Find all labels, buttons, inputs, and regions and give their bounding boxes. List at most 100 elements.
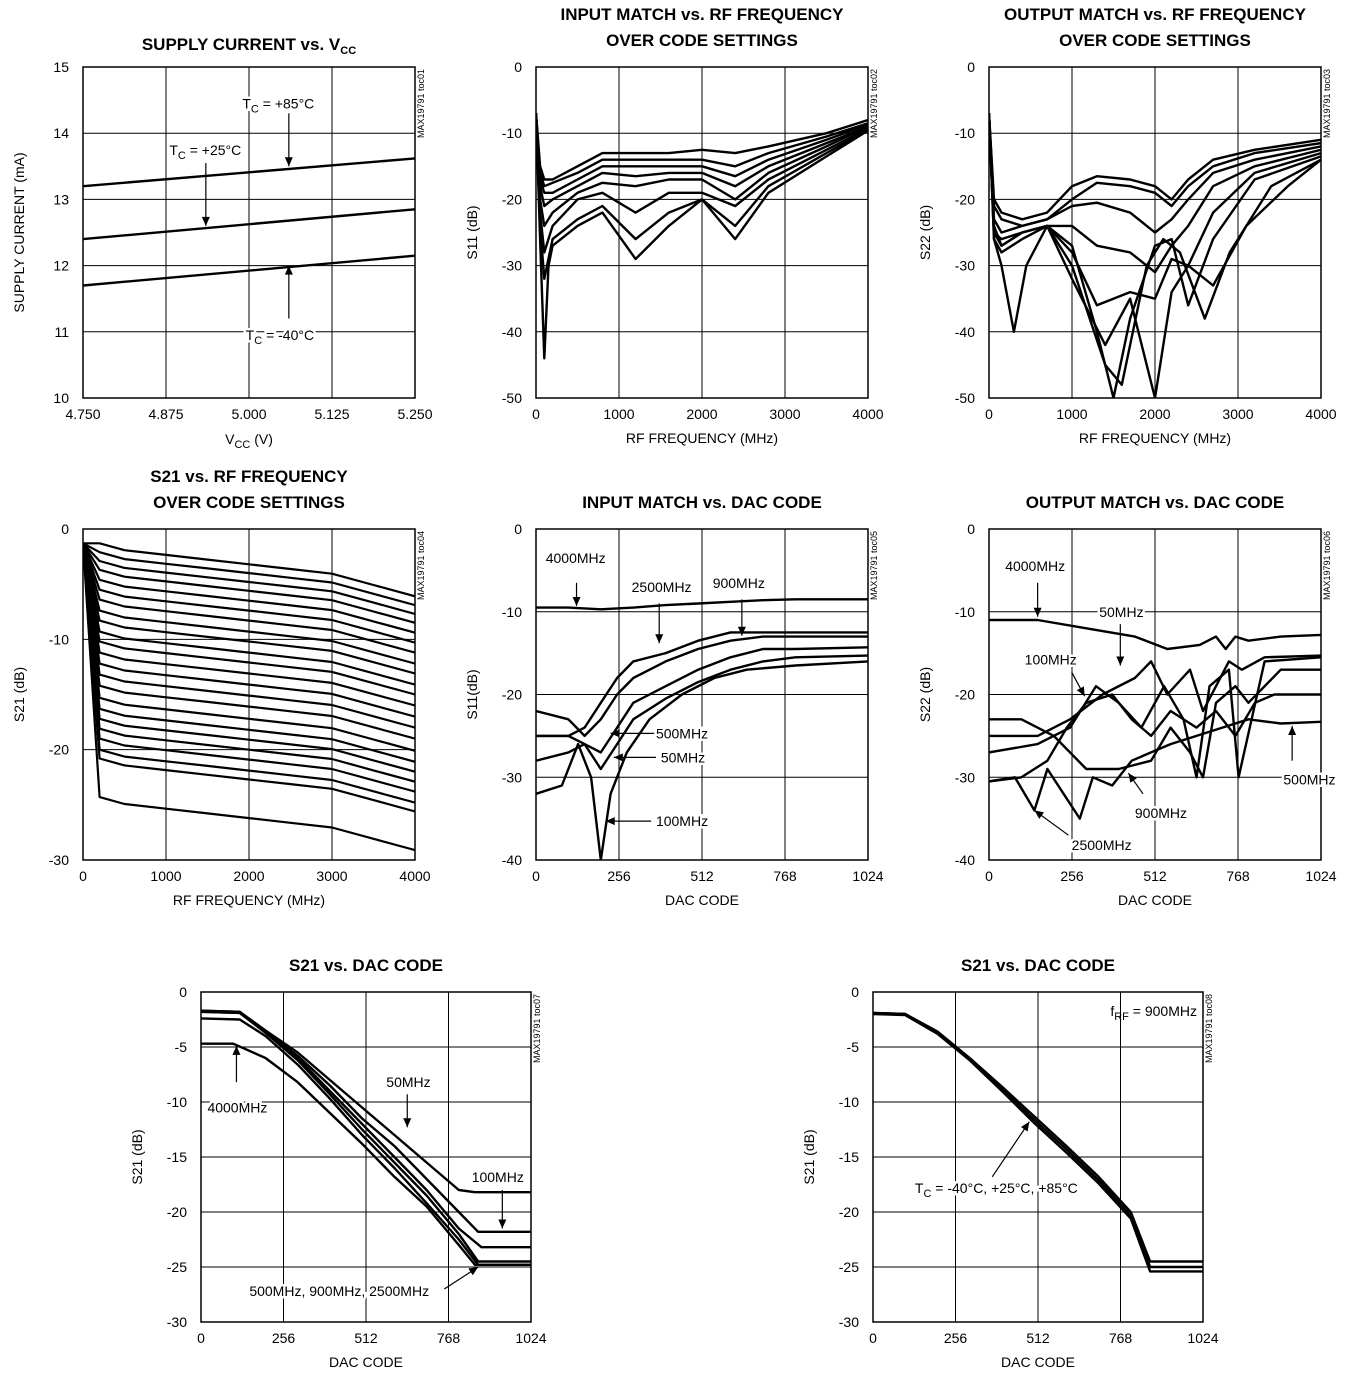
x-tick-label: 1000: [603, 406, 634, 422]
plot-frame: [535, 66, 869, 399]
y-tick-label: -15: [167, 1149, 187, 1165]
series-line: [83, 543, 415, 752]
y-tick-label: 13: [53, 191, 69, 207]
series-line: [536, 113, 868, 360]
y-tick-label: 15: [53, 59, 69, 75]
series-line: [83, 543, 415, 729]
chart-toc02: INPUT MATCH vs. RF FREQUENCY OVER CODE SE…: [464, 5, 884, 446]
series-line: [83, 542, 415, 654]
y-tick-label: -5: [847, 1039, 860, 1055]
annotation-label: 100MHz: [656, 813, 708, 829]
x-tick-label: 5.125: [314, 406, 349, 422]
chart-title: SUPPLY CURRENT vs. VCC: [142, 35, 356, 57]
x-axis-label: RF FREQUENCY (MHz): [1079, 430, 1231, 446]
part-code: MAX19791 toc03: [1322, 69, 1332, 138]
series-line: [83, 208, 415, 241]
y-tick-label: 0: [514, 59, 522, 75]
y-tick-label: -30: [502, 769, 522, 785]
x-tick-label: 768: [437, 1330, 461, 1346]
x-axis-label: DAC CODE: [1118, 892, 1192, 908]
plot-frame: [535, 528, 869, 861]
annotation-label: 900MHz: [1135, 805, 1187, 821]
series-line: [536, 113, 868, 188]
y-tick-label: -30: [839, 1314, 859, 1330]
inset-label: fRF = 900MHz: [1110, 1003, 1197, 1023]
plot-frame: [872, 991, 1204, 1323]
chart-title: INPUT MATCH vs. DAC CODE: [582, 493, 822, 512]
y-axis-label: SUPPLY CURRENT (mA): [11, 152, 27, 312]
x-tick-label: 0: [985, 868, 993, 884]
y-tick-label: 0: [967, 521, 975, 537]
arrow-head: [468, 1267, 479, 1276]
chart-title: OUTPUT MATCH vs. DAC CODE: [1026, 493, 1284, 512]
annotation-label: 2500MHz: [632, 579, 692, 595]
series-line: [989, 113, 1321, 228]
y-tick-label: -20: [502, 191, 522, 207]
y-tick-label: -40: [955, 324, 975, 340]
series-line: [989, 618, 1321, 651]
x-tick-label: 5.000: [231, 406, 266, 422]
y-tick-label: -30: [502, 258, 522, 274]
annotation-label: 4000MHz: [207, 1100, 267, 1116]
x-tick-label: 3000: [769, 406, 800, 422]
arrow-head: [232, 1045, 241, 1055]
x-tick-label: 2000: [1139, 406, 1170, 422]
series-line: [83, 157, 415, 188]
series-line: [83, 542, 415, 616]
y-tick-label: -25: [839, 1259, 859, 1275]
y-tick-label: -50: [502, 390, 522, 406]
arrow-head: [284, 157, 293, 167]
series-line: [989, 113, 1321, 398]
arrow-head: [1116, 656, 1125, 666]
arrow-head: [201, 216, 210, 226]
y-tick-label: -20: [167, 1204, 187, 1220]
series-line: [83, 543, 415, 696]
y-tick-label: 12: [53, 258, 69, 274]
x-tick-label: 0: [985, 406, 993, 422]
y-tick-label: -10: [955, 125, 975, 141]
x-tick-label: 1000: [150, 868, 181, 884]
chart-title-line: S21 vs. RF FREQUENCY: [150, 467, 348, 486]
series-line: [83, 543, 415, 718]
x-tick-label: 3000: [1222, 406, 1253, 422]
x-tick-label: 0: [869, 1330, 877, 1346]
arrow-head: [1020, 1121, 1030, 1132]
annotation-label: 4000MHz: [1005, 558, 1065, 574]
y-tick-label: -15: [839, 1149, 859, 1165]
y-tick-label: -40: [955, 852, 975, 868]
series-line: [536, 113, 868, 194]
x-tick-label: 1024: [515, 1330, 546, 1346]
series-line: [83, 543, 415, 740]
y-tick-label: -30: [955, 769, 975, 785]
series-line: [989, 693, 1321, 783]
x-tick-label: 512: [354, 1330, 378, 1346]
x-tick-label: 1000: [1056, 406, 1087, 422]
series-line: [989, 113, 1321, 221]
x-tick-label: 256: [944, 1330, 968, 1346]
series-line: [989, 113, 1321, 386]
y-tick-label: -10: [167, 1094, 187, 1110]
y-tick-label: -30: [955, 258, 975, 274]
x-tick-label: 768: [1109, 1330, 1133, 1346]
data-series: [83, 542, 415, 852]
series-line: [201, 1010, 531, 1263]
annotation-label: 100MHz: [472, 1169, 524, 1185]
y-tick-label: 0: [967, 59, 975, 75]
part-code: MAX19791 toc06: [1322, 531, 1332, 600]
series-line: [989, 113, 1321, 333]
series-line: [536, 113, 868, 181]
annotation-label: 50MHz: [661, 749, 705, 765]
series-line: [83, 543, 415, 793]
y-tick-label: -10: [49, 631, 69, 647]
x-tick-label: 256: [607, 868, 631, 884]
annotation-label: TC = -40°C, +25°C, +85°C: [915, 1180, 1078, 1200]
series-line: [536, 113, 868, 228]
part-code: MAX19791 toc01: [416, 69, 426, 138]
arrow-head: [572, 596, 581, 606]
arrow-head: [1034, 810, 1045, 819]
part-code: MAX19791 toc07: [532, 994, 542, 1063]
y-tick-label: -25: [167, 1259, 187, 1275]
chart-title-line: OUTPUT MATCH vs. RF FREQUENCY: [1004, 5, 1307, 24]
data-series: [989, 113, 1321, 398]
series-line: [201, 1042, 531, 1266]
